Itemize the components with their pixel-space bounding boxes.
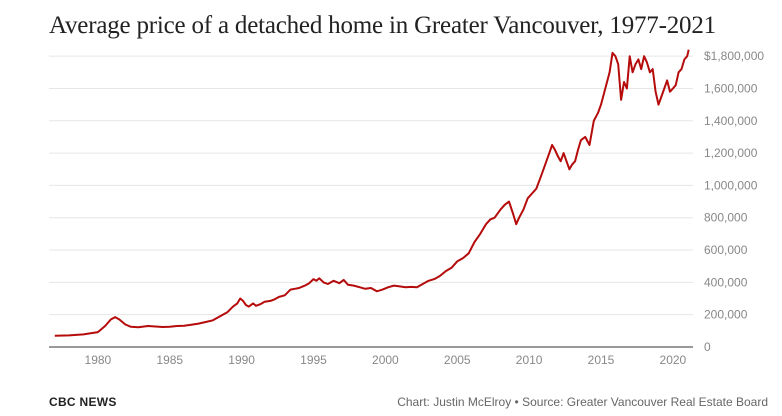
y-axis-tick-labels: 0 200,000 400,000 600,000 800,000 1,000,000 1,…	[704, 49, 764, 354]
x-tick-label: 1985	[156, 353, 183, 367]
y-tick-label: 800,000	[704, 211, 748, 225]
series-line-average-price	[54, 49, 690, 337]
chart-title: Average price of a detached home in Grea…	[49, 12, 716, 39]
y-tick-label: 1,200,000	[704, 146, 758, 160]
y-tick-label: 1,400,000	[704, 114, 758, 128]
y-tick-label: 0	[704, 340, 711, 354]
y-tick-label: 600,000	[704, 243, 748, 257]
x-tick-label: 2020	[660, 353, 687, 367]
x-tick-label: 2010	[516, 353, 543, 367]
y-tick-label: 1,600,000	[704, 81, 758, 95]
x-axis-tick-labels: 1980 1985 1990 1995 2000 2005 2010 2015 2020	[85, 353, 687, 367]
x-tick-label: 2000	[372, 353, 399, 367]
x-tick-label: 2015	[588, 353, 615, 367]
x-tick-label: 1980	[85, 353, 112, 367]
x-tick-label: 1995	[300, 353, 327, 367]
y-tick-label: 1,000,000	[704, 178, 758, 192]
brand-label: CBC NEWS	[49, 395, 117, 409]
source-credit: Chart: Justin McElroy • Source: Greater …	[397, 395, 768, 409]
gridlines	[49, 55, 693, 316]
y-tick-label: 400,000	[704, 275, 748, 289]
x-tick-label: 2005	[444, 353, 471, 367]
y-tick-label: 200,000	[704, 308, 748, 322]
y-tick-label: $1,800,000	[704, 49, 764, 63]
x-tick-label: 1990	[228, 353, 255, 367]
